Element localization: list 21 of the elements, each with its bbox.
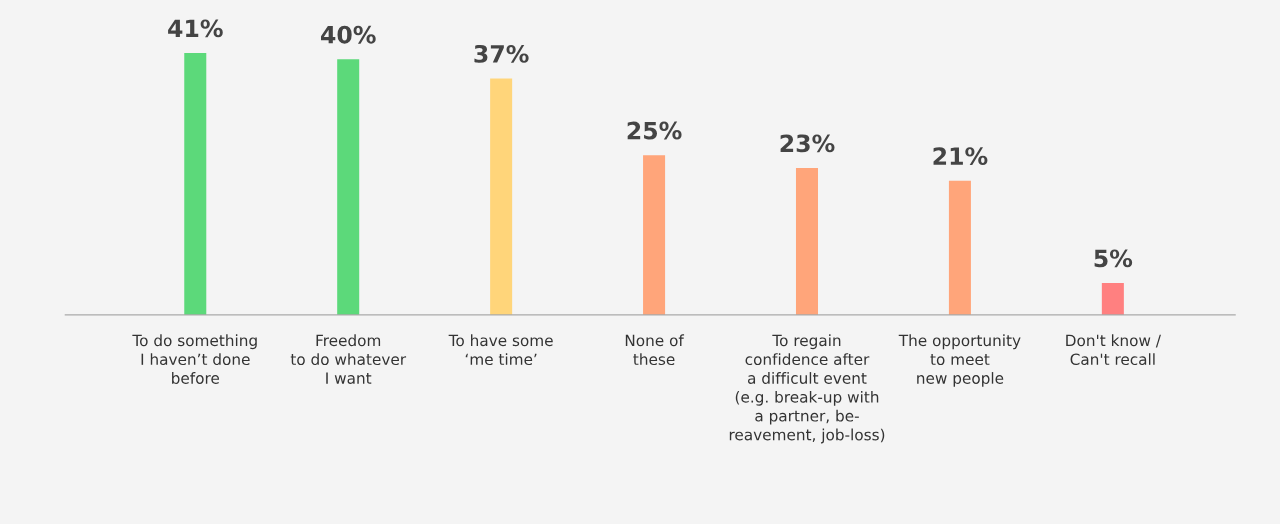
x-tick-label: To have some ‘me time’ <box>448 334 553 366</box>
x-tick-label: Don't know / Can't recall <box>1066 334 1161 366</box>
bar <box>1101 282 1124 315</box>
x-tick-label: Freedom to do whatever I want <box>290 334 407 384</box>
data-label: 41% <box>168 19 223 38</box>
data-label: 40% <box>321 25 376 44</box>
data-label: 37% <box>474 44 529 63</box>
bar <box>643 155 666 315</box>
data-label: 25% <box>627 121 682 140</box>
data-label: 21% <box>933 147 988 166</box>
bar <box>795 167 819 315</box>
x-tick-label: The opportunity to meet new people <box>898 334 1021 387</box>
bar <box>184 52 207 315</box>
bar <box>948 180 971 315</box>
data-label: 5% <box>1094 249 1133 268</box>
x-tick-label: To regain confidence after a difficult event (e.g. break-up with a partner, be- reavement, job-loss) <box>729 334 885 444</box>
bar <box>337 59 360 315</box>
data-label: 23% <box>780 134 835 153</box>
x-tick-label: To do something I haven’t done before <box>132 334 257 384</box>
x-tick-label: None of these <box>625 334 685 366</box>
bar <box>490 78 513 315</box>
